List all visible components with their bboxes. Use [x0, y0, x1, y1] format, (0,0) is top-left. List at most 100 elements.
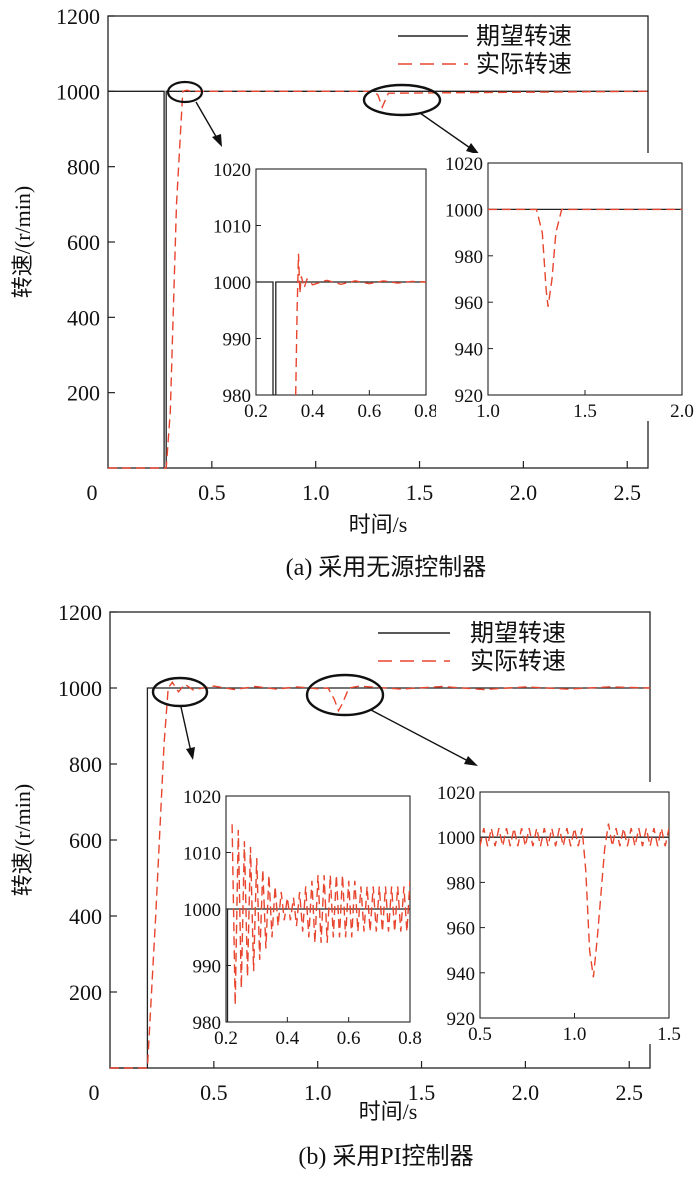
inset-y-tick-label: 1020: [437, 783, 475, 804]
x-tick-label: 1.5: [406, 480, 434, 505]
zoom-arrowhead-b2: [464, 756, 478, 766]
inset-x-tick-label: 1.0: [476, 401, 500, 422]
x-tick-label: 0.5: [200, 1080, 228, 1105]
inset-y-tick-label: 1000: [445, 200, 483, 221]
caption-b: (b) 采用PI控制器: [298, 1143, 473, 1170]
inset-y-tick-label: 1010: [183, 844, 221, 865]
inset-a1-series-actual: [295, 253, 426, 395]
y-axis-label-b: 转速/(r/min): [10, 784, 35, 896]
inset-b2-series-actual: [480, 823, 669, 978]
inset-x-tick-label: 1.0: [563, 1024, 587, 1045]
inset-x-tick-label: 2.0: [670, 401, 694, 422]
main-a-series-actual: [108, 89, 649, 469]
y-tick-label: 600: [67, 230, 100, 255]
x-tick-label: 2.5: [613, 480, 641, 505]
zoom-arrowhead-a1: [212, 134, 222, 147]
x-tick-label: 2.0: [510, 480, 538, 505]
y-tick-label: 400: [69, 904, 102, 929]
series-group-b: [110, 681, 651, 1069]
y-tick-label: 1000: [58, 676, 102, 701]
inset-x-tick-label: 0.4: [275, 1028, 299, 1049]
zoom-arrowhead-b1: [186, 747, 195, 760]
x-tick-label: 1.0: [304, 1080, 332, 1105]
inset-x-tick-label: 0.8: [414, 401, 438, 422]
inset-x-tick-label: 0.8: [398, 1028, 422, 1049]
inset-x-tick-label: 0.6: [357, 401, 381, 422]
inset-y-tick-label: 1020: [183, 787, 221, 808]
inset-y-tick-label: 920: [455, 386, 484, 407]
main-b-series-actual: [110, 681, 651, 1069]
inset-y-tick-label: 1020: [445, 154, 483, 175]
inset-x-tick-label: 1.5: [573, 401, 597, 422]
inset-a1: 980 990 1000 1010 1020 0.2 0.4 0.6 0.8: [204, 159, 438, 422]
y-tick-label: 400: [67, 305, 100, 330]
inset-y-tick-label: 1000: [183, 900, 221, 921]
x-tick-label: 0: [87, 480, 98, 505]
x-tick-label: 2.0: [512, 1080, 540, 1105]
inset-x-tick-label: 0.2: [244, 401, 268, 422]
axis-ticks-a: 0 0.5 1.0 1.5 2.0 2.5 200 400 600 800 1000 1200: [56, 4, 641, 505]
inset-y-tick-label: 960: [455, 293, 484, 314]
legend-label-actual-a: 实际转速: [476, 51, 572, 78]
inset-y-tick-label: 1000: [437, 828, 475, 849]
inset-b1: 980 990 1000 1010 1020 0.2 0.4 0.6 0.8: [174, 786, 422, 1049]
inset-a1-series-desired: [256, 281, 426, 395]
zoom-arrow-a1: [195, 101, 219, 141]
inset-y-tick-label: 960: [447, 919, 476, 940]
y-tick-label: 600: [69, 828, 102, 853]
inset-x-tick-label: 0.2: [214, 1028, 238, 1049]
zoom-ellipse-a2: [362, 83, 442, 117]
zoom-ellipse-a1: [166, 80, 204, 104]
y-tick-label: 1200: [58, 600, 102, 625]
y-tick-label: 200: [69, 980, 102, 1005]
x-tick-label: 1.5: [408, 1080, 436, 1105]
inset-y-tick-label: 990: [223, 330, 252, 351]
x-axis-label-a: 时间/s: [349, 512, 408, 537]
inset-background: [428, 782, 677, 1044]
x-tick-label: 0.5: [198, 480, 226, 505]
inset-y-tick-label: 1010: [213, 217, 251, 238]
zoom-arrowhead-a2: [466, 143, 480, 155]
inset-y-tick-label: 980: [447, 873, 476, 894]
inset-background: [436, 153, 690, 421]
series-group-a: [108, 89, 649, 469]
inset-x-tick-label: 0.5: [468, 1024, 492, 1045]
zoom-arrow-a2: [419, 112, 474, 151]
inset-b2: 920 940 960 980 1000 1020 0.5 1.0 1.5: [428, 782, 681, 1045]
inset-a2-series-actual: [488, 208, 682, 307]
panel-b: 0 0.5 1.0 1.5 2.0 2.5 200 400 600 800 1000 1200 转速/…: [10, 600, 681, 1170]
inset-x-tick-label: 0.6: [337, 1028, 361, 1049]
legend-label-desired-a: 期望转速: [476, 23, 572, 50]
zoom-ellipse-b1: [151, 676, 209, 708]
x-axis-label-b: 时间/s: [359, 1099, 418, 1124]
zoom-ellipse-b2: [305, 673, 385, 717]
y-axis-label-a: 转速/(r/min): [10, 186, 35, 298]
inset-y-tick-label: 1000: [213, 273, 251, 294]
inset-y-tick-label: 1020: [213, 160, 251, 181]
legend-label-desired-b: 期望转速: [470, 620, 566, 647]
inset-x-tick-label: 0.4: [301, 401, 325, 422]
inset-y-tick-label: 980: [193, 1013, 222, 1034]
inset-background: [204, 159, 434, 421]
y-tick-label: 1200: [56, 4, 100, 29]
panel-a: 0 0.5 1.0 1.5 2.0 2.5 200 400 600 800 1000 1200 转速/…: [10, 4, 694, 581]
inset-y-tick-label: 980: [223, 386, 252, 407]
inset-y-tick-label: 990: [193, 957, 222, 978]
inset-y-tick-label: 920: [447, 1009, 476, 1030]
axis-ticks-b: 0 0.5 1.0 1.5 2.0 2.5 200 400 600 800 1000 1200: [58, 600, 643, 1105]
inset-b1-series-desired: [226, 908, 410, 1022]
x-tick-label: 0: [89, 1080, 100, 1105]
x-tick-label: 2.5: [615, 1080, 643, 1105]
y-tick-label: 1000: [56, 79, 100, 104]
inset-y-tick-label: 940: [455, 340, 484, 361]
inset-x-tick-label: 1.5: [657, 1024, 681, 1045]
x-tick-label: 1.0: [302, 480, 330, 505]
inset-a2: 920 940 960 980 1000 1020 1.0 1.5 2.0: [436, 153, 694, 422]
caption-a: (a) 采用无源控制器: [286, 554, 487, 581]
inset-b1-series-actual: [231, 824, 410, 1006]
inset-y-tick-label: 940: [447, 964, 476, 985]
zoom-arrow-b1: [180, 706, 192, 753]
y-tick-label: 800: [69, 752, 102, 777]
y-tick-label: 800: [67, 155, 100, 180]
